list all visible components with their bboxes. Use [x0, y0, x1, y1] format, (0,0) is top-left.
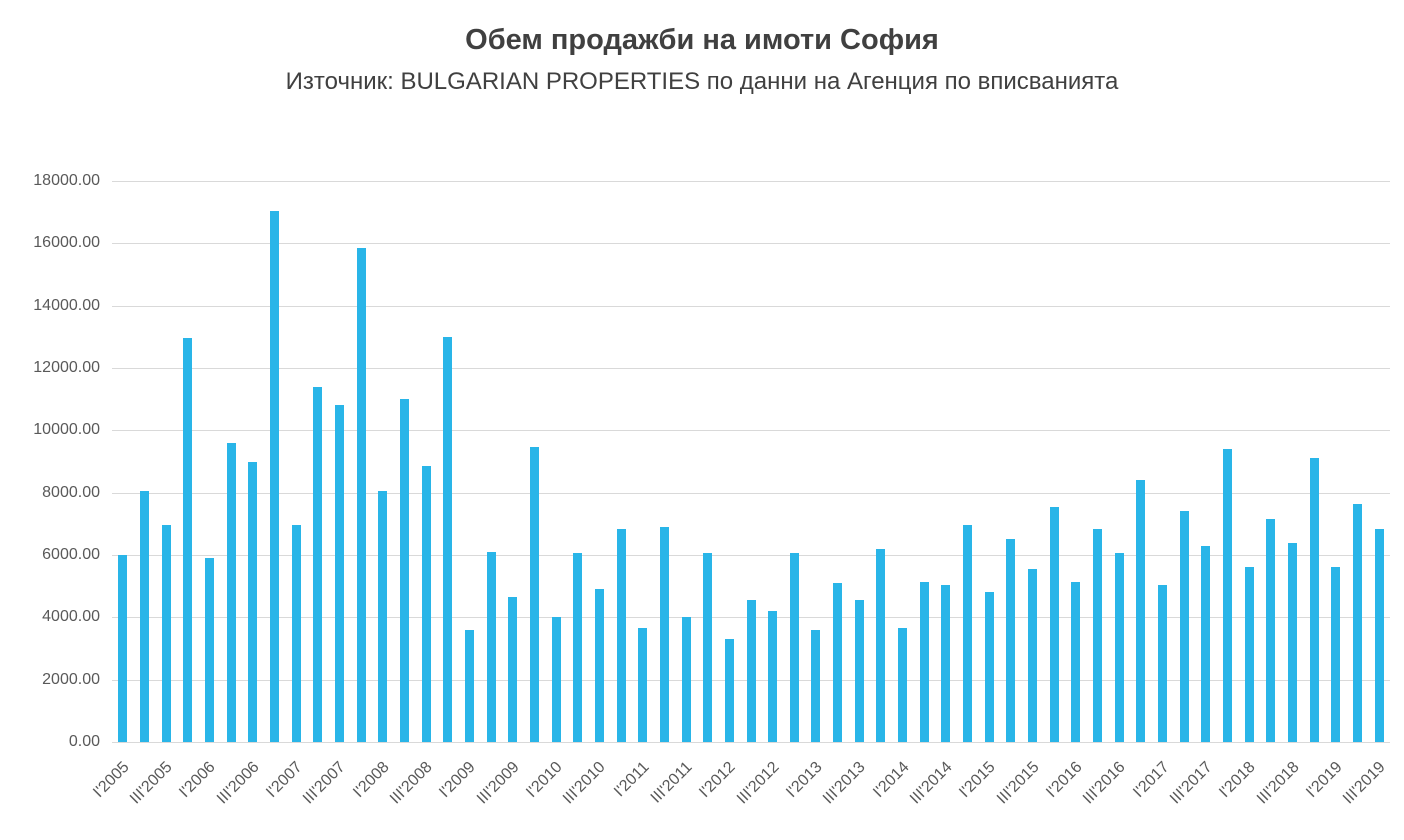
bar: [594, 589, 604, 742]
bar: [269, 210, 279, 742]
bar: [789, 553, 799, 742]
bar: [204, 558, 214, 742]
bar: [616, 528, 626, 742]
bar: [898, 628, 908, 742]
bar: [1049, 506, 1059, 742]
chart-title: Обем продажби на имоти София: [465, 24, 939, 56]
bar: [1136, 480, 1146, 742]
bar: [746, 600, 756, 742]
gridline: [112, 742, 1390, 743]
bar: [1266, 519, 1276, 742]
bar: [724, 639, 734, 742]
gridline: [112, 243, 1390, 245]
bar: [941, 584, 951, 742]
bar: [659, 526, 669, 742]
y-tick-label: 2000.00: [42, 670, 100, 688]
bar: [226, 442, 236, 742]
bar: [248, 461, 258, 742]
bar: [183, 338, 193, 742]
gridline: [112, 555, 1390, 556]
bar: [1309, 458, 1319, 742]
bar: [1071, 581, 1081, 742]
bar: [833, 583, 843, 742]
bar: [334, 405, 344, 742]
bar: [854, 600, 864, 742]
y-tick-label: 14000.00: [33, 296, 100, 314]
gridline: [112, 181, 1390, 182]
bar: [1244, 567, 1254, 742]
y-tick-label: 0.00: [68, 733, 100, 750]
bar: [1006, 539, 1016, 742]
bar: [1331, 567, 1341, 742]
bar: [703, 553, 713, 742]
bar: [681, 617, 691, 742]
plot-area: I'2005 III'2005 I'2006 III'2006 I'2007 III'20…: [90, 181, 1390, 807]
bar: [1114, 553, 1124, 742]
bar: [443, 336, 453, 742]
bar: [811, 629, 821, 742]
bar: [919, 581, 929, 742]
bar: [508, 597, 518, 742]
y-tick-label: 18000.00: [33, 172, 100, 189]
bar: [1028, 569, 1038, 742]
bar: [768, 611, 778, 742]
bar: [139, 491, 149, 742]
bar: [876, 548, 886, 742]
y-tick-label: 12000.00: [33, 359, 100, 376]
bar: [551, 617, 561, 742]
bar: [638, 628, 648, 742]
y-tick-label: 6000.00: [42, 546, 100, 563]
bar: [1223, 449, 1233, 742]
gridline: [112, 368, 1390, 369]
y-tick-label: 10000.00: [33, 421, 100, 439]
y-tick-label: 8000.00: [42, 483, 100, 501]
bar: [421, 466, 431, 742]
bar: [529, 447, 539, 742]
bar: [573, 553, 583, 742]
bar: [356, 248, 366, 742]
bar: [399, 399, 409, 742]
bar: [378, 491, 388, 742]
bar: [118, 555, 128, 742]
bar: [486, 551, 496, 742]
y-tick-label: 16000.00: [33, 234, 100, 252]
y-tick-label: 4000.00: [42, 608, 100, 626]
bar: [1093, 528, 1103, 742]
bar: [1353, 503, 1362, 742]
bar: [1201, 545, 1211, 742]
bar: [1288, 542, 1298, 742]
bar: [291, 525, 301, 742]
gridline: [112, 305, 1390, 307]
bar: [963, 525, 973, 742]
gridline: [112, 492, 1390, 494]
bar: [1158, 584, 1168, 742]
bar: [464, 629, 474, 742]
bar: [161, 525, 171, 742]
chart-subtitle: Източник: BULGARIAN PROPERTIES по данни …: [285, 68, 1119, 95]
bar: [313, 386, 323, 742]
bar: [1179, 511, 1189, 742]
bar: [984, 592, 994, 742]
gridline: [112, 430, 1390, 432]
bar: [1374, 528, 1384, 742]
